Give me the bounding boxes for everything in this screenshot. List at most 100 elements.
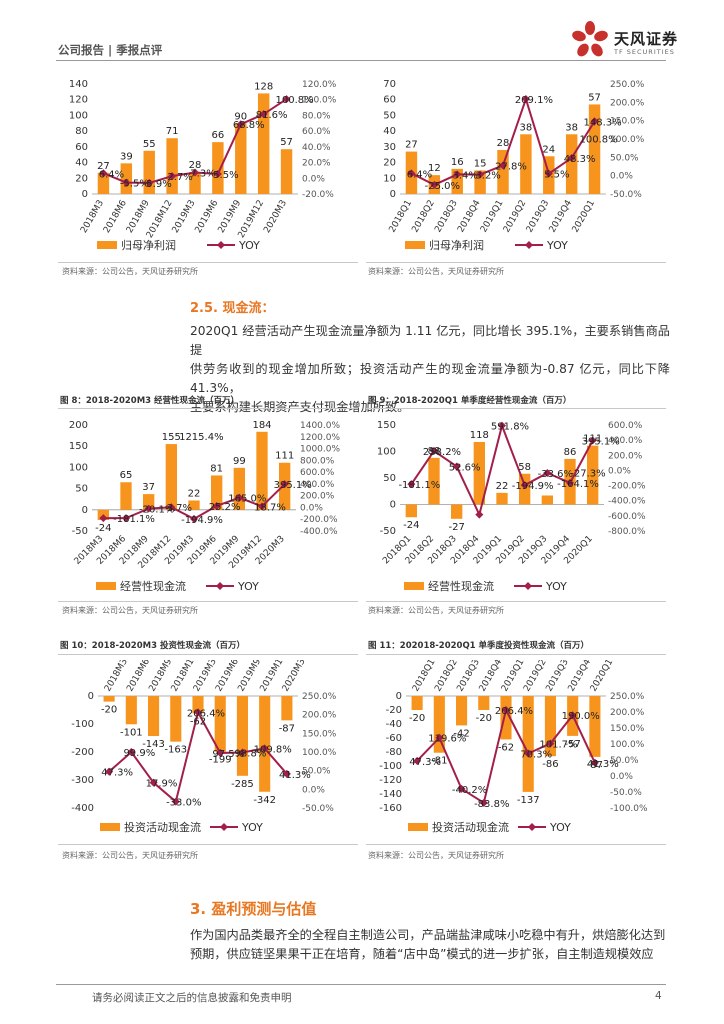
legend-line-marker bbox=[217, 241, 225, 249]
figure-caption: 图 8：2018-2020M3 经营性现金流（百万） bbox=[60, 396, 240, 406]
footer-divider bbox=[56, 984, 666, 985]
y2-tick-label: 250.0% bbox=[302, 692, 337, 702]
y2-tick-label: 200.0% bbox=[608, 451, 643, 461]
bar bbox=[500, 696, 512, 740]
y2-tick-label: 120.0% bbox=[302, 80, 337, 90]
bar-value-label: -199 bbox=[209, 755, 232, 766]
y-tick-label: -60 bbox=[386, 733, 402, 744]
yoy-point bbox=[499, 161, 507, 170]
y2-tick-label: 150.0% bbox=[302, 729, 337, 739]
bar bbox=[212, 142, 224, 194]
bar bbox=[188, 500, 200, 510]
yoy-point bbox=[212, 501, 221, 510]
y2-tick-label: 50.0% bbox=[610, 756, 639, 766]
yoy-value-label: 7.3% bbox=[190, 169, 215, 180]
yoy-value-label: 17.9% bbox=[146, 779, 178, 790]
y2-tick-label: 80.0% bbox=[302, 111, 331, 121]
y-tick-label: 40 bbox=[383, 126, 396, 137]
yoy-value-label: 18.7% bbox=[254, 502, 286, 513]
y2-tick-label: 60.0% bbox=[302, 127, 331, 137]
yoy-point bbox=[430, 446, 438, 455]
y2-tick-label: 0.0% bbox=[302, 174, 325, 184]
logo-subtitle: TF SECURITIES bbox=[614, 48, 675, 56]
bar bbox=[257, 93, 270, 194]
yoy-point bbox=[258, 502, 266, 511]
yoy-point bbox=[502, 705, 510, 714]
bar-value-label: -137 bbox=[517, 795, 540, 806]
y2-tick-label: -20.0% bbox=[302, 190, 334, 200]
yoy-value-label: 209.1% bbox=[515, 95, 553, 106]
yoy-point bbox=[190, 514, 198, 523]
legend-label: 经营性现金流 bbox=[428, 579, 494, 593]
yoy-value-label: 99.9% bbox=[123, 748, 155, 759]
yoy-point bbox=[475, 510, 484, 519]
source-note: 资料来源：公司公告，天风证券研究所 bbox=[368, 851, 504, 860]
bar bbox=[256, 431, 268, 510]
legend-label: YOY bbox=[237, 580, 259, 593]
legend-bar-swatch bbox=[100, 823, 120, 831]
yoy-value-label: -194.9% bbox=[181, 515, 223, 526]
yoy-value-label: 395.1% bbox=[274, 480, 312, 491]
bar bbox=[233, 467, 245, 510]
yoy-value-label: 148.3% bbox=[583, 117, 621, 128]
yoy-point bbox=[282, 95, 291, 104]
yoy-value-label: 258.2% bbox=[423, 447, 461, 458]
bar bbox=[192, 696, 204, 714]
report-type: 公司报告 | 季报点评 bbox=[58, 43, 163, 57]
yoy-value-label: 48.3% bbox=[564, 154, 596, 165]
bar-value-label: -20 bbox=[476, 713, 492, 724]
yoy-point bbox=[236, 120, 245, 129]
y2-tick-label: 100.0% bbox=[302, 96, 337, 106]
y-tick-label: 0 bbox=[82, 189, 88, 200]
bar-value-label: -143 bbox=[142, 739, 165, 750]
y2-tick-label: -50.0% bbox=[610, 190, 642, 200]
yoy-value-label: -33.0% bbox=[166, 798, 201, 809]
y2-tick-label: 100.0% bbox=[610, 135, 645, 145]
legend-label: 投资活动现金流 bbox=[124, 820, 201, 834]
y-tick-label: -100 bbox=[71, 719, 94, 730]
bar-value-label: -163 bbox=[164, 745, 187, 756]
chart-net-profit-cumulative: 0 20 40 60 80 100 120 140 -20.0% 0.0% 20.0% 40.0% 60… bbox=[58, 78, 358, 256]
y-tick-label: 120 bbox=[69, 95, 88, 106]
y2-tick-label: -400.0% bbox=[608, 497, 646, 507]
legend-bar-swatch bbox=[408, 823, 428, 831]
yoy-value-label: 100.8% bbox=[275, 95, 313, 106]
paragraph-line: 2020Q1 经营活动产生现金流量净额为 1.11 亿元，同比增长 395.1%… bbox=[190, 324, 670, 357]
legend-line-marker bbox=[528, 823, 536, 831]
legend-line-marker bbox=[220, 823, 228, 831]
bar-value-label: 99 bbox=[233, 456, 246, 467]
y2-tick-label: 200.0% bbox=[610, 98, 645, 108]
y-tick-label: -300 bbox=[71, 775, 94, 786]
y-tick-label: -80 bbox=[386, 747, 402, 758]
bar-value-label: -62 bbox=[190, 716, 206, 727]
y-tick-label: 150 bbox=[377, 420, 396, 431]
bar-value-label: -87 bbox=[279, 723, 295, 734]
yoy-point bbox=[498, 421, 506, 430]
bar-value-label: 90 bbox=[234, 111, 247, 122]
bar bbox=[143, 150, 155, 194]
yoy-value-label: -83.8% bbox=[474, 799, 509, 810]
y-tick-label: 0 bbox=[390, 189, 396, 200]
yoy-value-label: 41.3% bbox=[279, 770, 311, 781]
source-note: 资料来源：公司公告，天风证券研究所 bbox=[368, 267, 504, 276]
bar-value-label: 184 bbox=[252, 420, 271, 431]
y-tick-label: -40 bbox=[386, 719, 402, 730]
bar-value-label: -42 bbox=[453, 728, 469, 739]
y2-tick-label: -800.0% bbox=[608, 527, 646, 537]
divider bbox=[366, 654, 666, 655]
cashflow-paragraph: 2020Q1 经营活动产生现金流量净额为 1.11 亿元，同比增长 395.1%… bbox=[190, 322, 670, 417]
divider bbox=[366, 844, 666, 845]
y2-tick-label: -50.0% bbox=[610, 788, 642, 798]
yoy-point bbox=[435, 733, 444, 742]
bar bbox=[473, 441, 485, 505]
divider bbox=[58, 262, 358, 263]
bar bbox=[259, 696, 271, 792]
bar-value-label: -285 bbox=[231, 779, 254, 790]
yoy-value-label: -33.6% bbox=[538, 469, 573, 480]
bar bbox=[589, 696, 601, 757]
divider bbox=[58, 844, 358, 845]
bar bbox=[189, 172, 201, 194]
y2-tick-label: 100.0% bbox=[610, 740, 645, 750]
bar-value-label: -62 bbox=[498, 742, 514, 753]
yoy-value-label: 206.4% bbox=[187, 708, 225, 719]
